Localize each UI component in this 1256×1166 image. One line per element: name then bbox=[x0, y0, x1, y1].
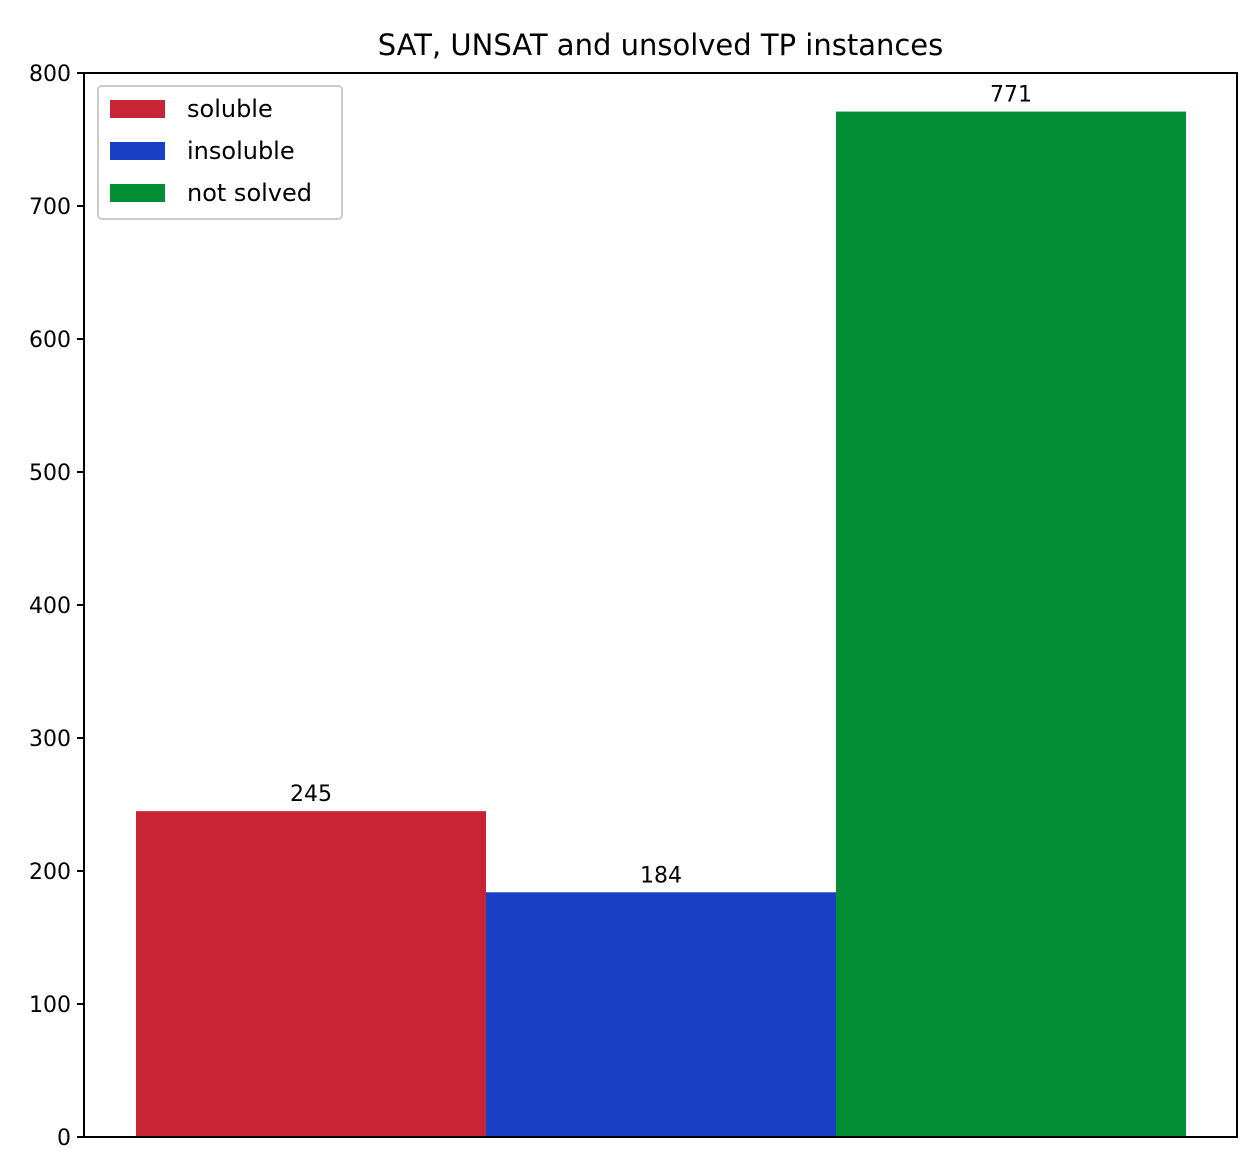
bars-layer bbox=[136, 111, 1186, 1138]
bar-insoluble bbox=[486, 892, 836, 1137]
y-tick-label: 800 bbox=[29, 62, 71, 87]
bar-not-solved bbox=[836, 111, 1186, 1138]
y-tick-label: 600 bbox=[29, 328, 71, 353]
legend-label-not-solved: not solved bbox=[187, 179, 312, 207]
bar-label-soluble: 245 bbox=[290, 782, 332, 807]
y-tick-label: 0 bbox=[57, 1126, 71, 1151]
legend-label-soluble: soluble bbox=[187, 95, 273, 123]
legend-label-insoluble: insoluble bbox=[187, 137, 295, 165]
y-tick-label: 300 bbox=[29, 727, 71, 752]
legend-swatch-insoluble bbox=[110, 142, 165, 160]
y-axis: 0 100 200 300 400 500 600 700 800 bbox=[29, 62, 84, 1151]
y-tick-label: 500 bbox=[29, 461, 71, 486]
legend-swatch-soluble bbox=[110, 100, 165, 118]
legend-swatch-not-solved bbox=[110, 184, 165, 202]
y-tick-label: 200 bbox=[29, 860, 71, 885]
bar-label-insoluble: 184 bbox=[640, 863, 682, 888]
bar-soluble bbox=[136, 811, 486, 1137]
bar-labels-layer: 245 184 771 bbox=[290, 83, 1032, 889]
bar-label-not-solved: 771 bbox=[990, 83, 1032, 108]
y-tick-label: 400 bbox=[29, 594, 71, 619]
legend: soluble insoluble not solved bbox=[97, 85, 343, 220]
y-tick-label: 100 bbox=[29, 993, 71, 1018]
chart-title: SAT, UNSAT and unsolved TP instances bbox=[378, 28, 944, 62]
y-tick-label: 700 bbox=[29, 195, 71, 220]
